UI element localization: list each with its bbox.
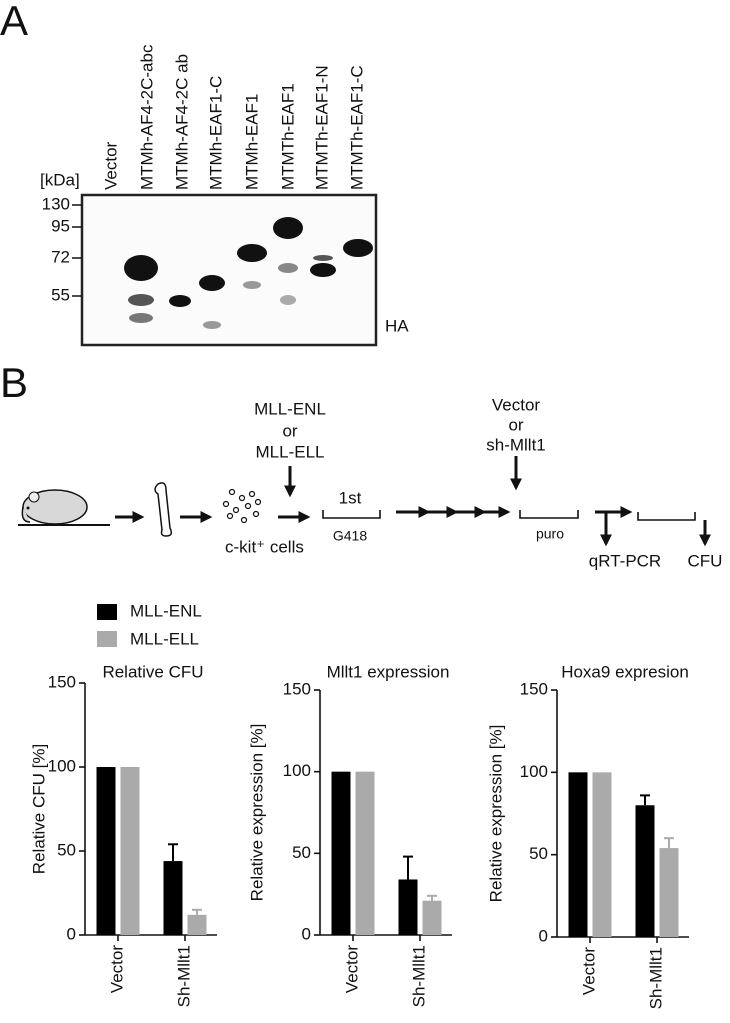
marker-label: 130: [42, 194, 70, 213]
lane-label: MTMh-AF4-2C ab: [172, 54, 191, 190]
lane-label: MTMTh-EAF1: [278, 83, 297, 190]
readout-label: CFU: [688, 551, 723, 570]
y-tick-label: 50: [292, 843, 311, 862]
legend-swatch: [97, 631, 117, 647]
diagram-shapes: [18, 456, 711, 547]
blot-bands: [124, 217, 373, 329]
bar: [355, 771, 375, 935]
bar: [187, 914, 207, 935]
lane-label: MTMh-AF4-2C-abc: [137, 44, 156, 190]
chart-title: Relative CFU: [102, 662, 203, 681]
bar: [331, 771, 351, 935]
bar: [96, 767, 116, 935]
y-axis-label: Relative expression [%]: [247, 724, 266, 902]
diagram-label: sh-Mllt1: [486, 435, 546, 454]
y-tick-label: 150: [48, 672, 76, 691]
marker-label: 55: [51, 285, 70, 304]
y-tick-label: 150: [520, 679, 548, 698]
unit-label: [kDa]: [40, 170, 80, 189]
y-tick-label: 0: [302, 924, 311, 943]
y-tick-label: 50: [529, 844, 548, 863]
drug-label: puro: [536, 526, 564, 542]
bar: [120, 767, 140, 935]
marker-label: 72: [51, 247, 70, 266]
drug-label: G418: [333, 528, 367, 544]
bar: [163, 861, 183, 935]
y-tick-label: 100: [283, 761, 311, 780]
diagram-label: MLL-ENL: [254, 399, 326, 418]
x-tick-label: Sh-Mllt1: [409, 945, 428, 1007]
x-tick-label: Vector: [579, 947, 598, 996]
step-label: 1st: [339, 488, 362, 507]
cells-label: c-kit⁺ cells: [225, 537, 304, 556]
lane-label: MTMTh-EAF1-C: [347, 65, 366, 190]
bar: [635, 805, 655, 937]
diagram-label: Vector: [492, 395, 541, 414]
panel-label: B: [0, 359, 28, 406]
bar: [422, 900, 442, 935]
diagram-label: MLL-ELL: [256, 442, 325, 461]
y-tick-label: 100: [520, 762, 548, 781]
bar: [568, 772, 588, 937]
y-tick-label: 0: [67, 924, 76, 943]
y-tick-label: 0: [539, 926, 548, 945]
diagram-label: or: [282, 421, 297, 440]
marker-label: 95: [51, 216, 70, 235]
legend-label: MLL-ENL: [130, 601, 202, 620]
bar: [659, 848, 679, 937]
chart-title: Hoxa9 expresion: [561, 662, 689, 681]
lane-label: MTMTh-EAF1-N: [312, 65, 331, 190]
bar: [398, 879, 418, 935]
antibody-label: HA: [385, 316, 409, 335]
y-tick-label: 50: [57, 840, 76, 859]
chart-title: Mllt1 expression: [327, 662, 450, 681]
y-tick-label: 150: [283, 679, 311, 698]
panel-label: A: [0, 0, 28, 44]
y-axis-label: Relative expression [%]: [486, 725, 505, 903]
y-tick-label: 100: [48, 756, 76, 775]
x-tick-label: Sh-Mllt1: [646, 947, 665, 1009]
y-axis-label: Relative CFU [%]: [29, 744, 48, 874]
x-tick-label: Vector: [107, 945, 126, 994]
diagram-label: or: [508, 415, 523, 434]
readout-label: qRT-PCR: [589, 551, 661, 570]
x-tick-label: Sh-Mllt1: [174, 945, 193, 1007]
x-tick-label: Vector: [342, 945, 361, 994]
lane-label: Vector: [101, 141, 120, 190]
bar: [592, 772, 612, 937]
lane-label: MTMh-EAF1-C: [206, 76, 225, 190]
legend-swatch: [97, 604, 117, 620]
lane-label: MTMh-EAF1: [242, 94, 261, 190]
legend-label: MLL-ELL: [130, 629, 199, 648]
